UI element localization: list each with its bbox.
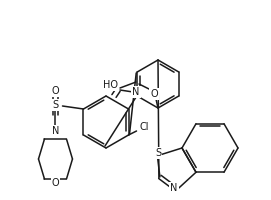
Text: S: S [155,148,162,158]
Text: HO: HO [102,80,118,90]
Text: O: O [150,89,158,99]
Text: O: O [52,178,59,188]
Text: N: N [132,87,140,97]
Text: N: N [52,126,59,136]
Text: S: S [52,100,59,110]
Text: N: N [170,183,178,193]
Text: Cl: Cl [140,122,149,132]
Text: O: O [52,86,59,96]
